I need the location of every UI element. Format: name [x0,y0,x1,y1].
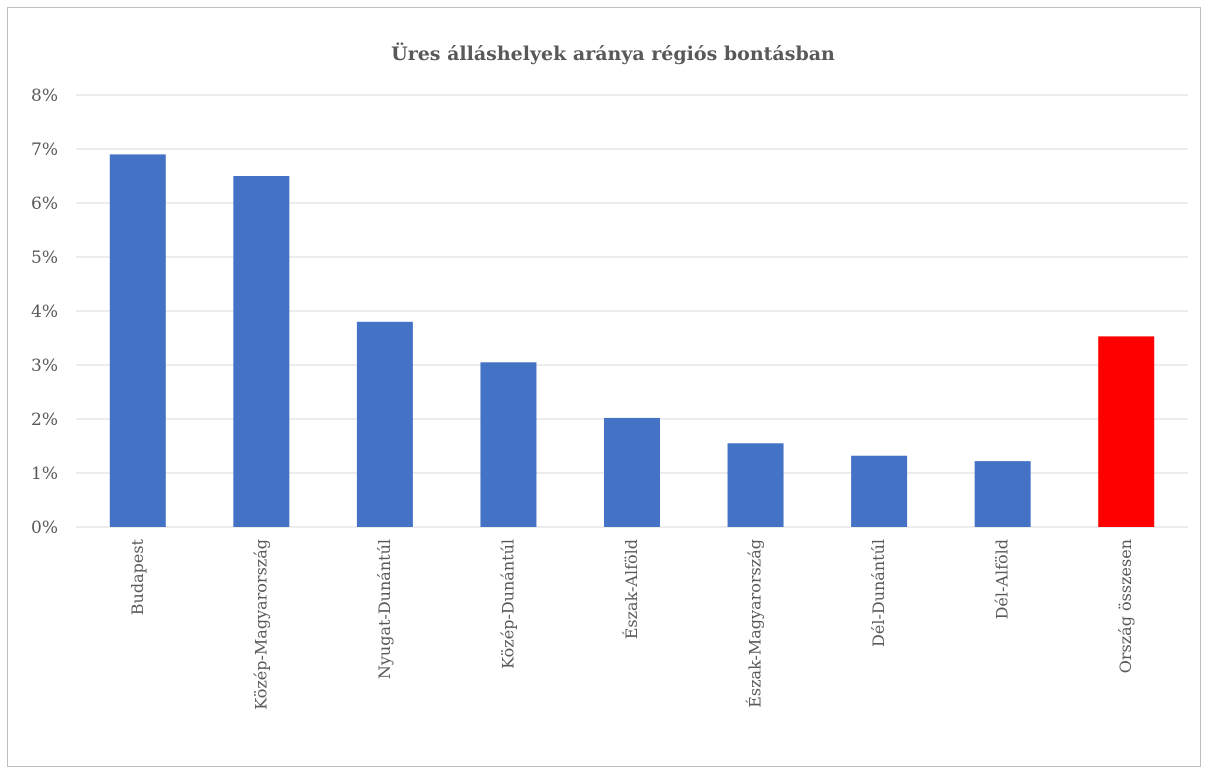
chart-frame: Üres álláshelyek aránya régiós bontásban… [7,7,1201,767]
bar-6 [727,443,784,527]
bar-3 [356,321,413,527]
x-category-label: Közép-Magyarország [251,539,270,710]
y-tick-label: 8% [31,86,58,106]
x-category-label: Nyugat-Dunántúl [375,539,394,679]
bar-7 [851,455,908,527]
x-category-label: Ország összesen [1116,539,1135,673]
y-tick-label: 2% [31,410,58,430]
y-axis-ticks: 0% 1% 2% 3% 4% 5% 6% 7% 8% [31,86,58,538]
bar-8 [974,461,1031,527]
bar-4 [480,362,537,527]
y-tick-label: 4% [31,302,58,322]
y-tick-label: 7% [31,140,58,160]
x-category-label: Észak-Magyarország [745,539,765,708]
bar-2 [233,176,290,527]
bar-1 [109,154,166,527]
x-category-label: Budapest [128,538,147,615]
y-tick-label: 6% [31,194,58,214]
bars [109,154,1155,527]
y-tick-label: 3% [31,356,58,376]
x-category-label: Dél-Alföld [993,539,1012,619]
x-category-label: Dél-Dunántúl [869,539,888,647]
x-category-label: Közép-Dunántúl [498,539,517,669]
bar-chart: Üres álláshelyek aránya régiós bontásban… [31,42,1188,710]
bar-9 [1098,336,1155,527]
chart-title: Üres álláshelyek aránya régiós bontásban [391,42,835,65]
x-category-label: Észak-Alföld [621,539,641,639]
y-tick-label: 0% [31,518,58,538]
y-tick-label: 1% [31,464,58,484]
bar-5 [604,417,660,527]
x-axis-labels: Budapest Közép-Magyarország Nyugat-Dunántú… [128,538,1135,709]
y-tick-label: 5% [31,248,58,268]
